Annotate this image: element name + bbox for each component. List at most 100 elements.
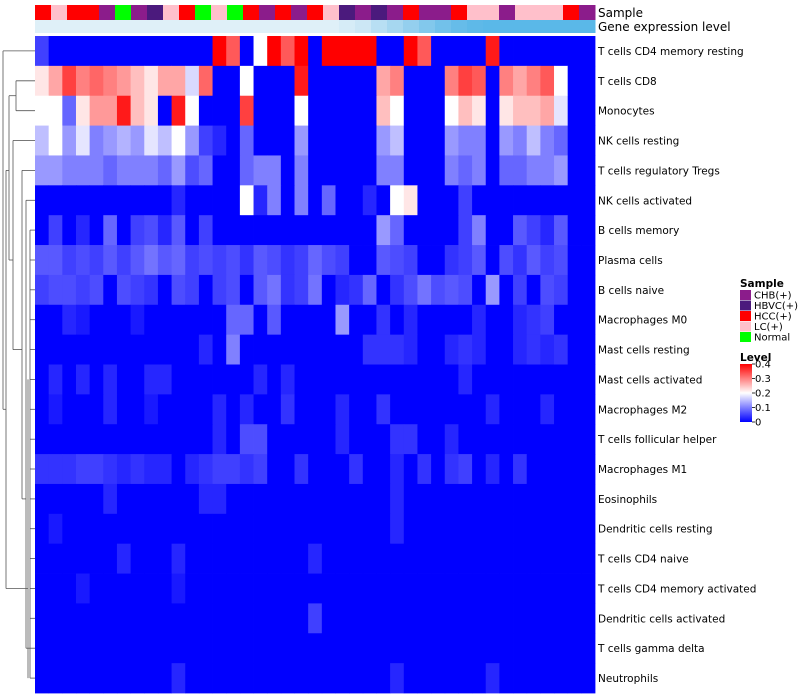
heatmap-cell (103, 185, 118, 216)
heatmap-cell (349, 424, 364, 455)
heatmap-cell (567, 603, 582, 634)
heatmap-cell (390, 663, 405, 694)
heatmap-cell (472, 245, 487, 276)
heatmap-cell (185, 483, 200, 515)
heatmap-cell (294, 603, 309, 634)
heatmap-cell (513, 215, 528, 246)
heatmap-cell (280, 65, 295, 97)
heatmap-cell (280, 454, 295, 485)
heatmap-cell (157, 245, 172, 276)
heatmap-cell (567, 65, 582, 97)
heatmap-cell (349, 125, 364, 156)
heatmap-cell (130, 513, 145, 545)
heatmap-cell (376, 424, 391, 455)
heatmap-cell (458, 274, 473, 306)
heatmap-cell (280, 95, 295, 126)
heatmap-cell (226, 155, 241, 186)
heatmap-cell (499, 513, 514, 545)
expression-level-cell (99, 20, 116, 33)
row-label: Mast cells activated (598, 374, 702, 386)
heatmap-cell (75, 125, 91, 156)
sample-cell (259, 5, 276, 20)
heatmap-cell (321, 125, 336, 156)
heatmap-cell (62, 483, 77, 515)
heatmap-cell (157, 633, 172, 664)
heatmap-cell (376, 334, 391, 365)
heatmap-cell (294, 65, 309, 97)
heatmap-cell (144, 394, 159, 425)
heatmap-cell (212, 633, 227, 664)
heatmap-cell (458, 36, 473, 67)
heatmap-cell (144, 185, 159, 216)
heatmap-cell (294, 334, 309, 365)
sample-cell (387, 5, 404, 20)
heatmap-cell (390, 95, 405, 126)
heatmap-cell (540, 543, 555, 574)
heatmap-cell (267, 663, 282, 694)
heatmap-cell (198, 454, 213, 485)
heatmap-cell (48, 424, 63, 455)
row-label: T cells gamma delta (597, 643, 705, 655)
expression-level-cell (147, 20, 164, 33)
heatmap-cell (390, 155, 405, 186)
heatmap-cell (48, 573, 63, 604)
heatmap-cell (226, 95, 241, 126)
heatmap-cell (485, 454, 500, 485)
heatmap-cell (144, 513, 159, 545)
heatmap-cell (294, 274, 309, 306)
heatmap-cell (444, 394, 459, 425)
heatmap-cell (48, 125, 63, 156)
heatmap-cell (349, 513, 364, 545)
heatmap-cell (376, 185, 391, 216)
heatmap-cell (75, 95, 91, 126)
heatmap-cell (444, 543, 459, 574)
heatmap-cell (403, 185, 418, 216)
heatmap-cell (335, 95, 350, 126)
heatmap-cell (308, 513, 323, 545)
heatmap-cell (526, 543, 541, 574)
row-dendrogram (2, 50, 35, 679)
heatmap-cell (431, 36, 446, 67)
heatmap-cell (513, 304, 528, 336)
heatmap-cell (417, 155, 432, 186)
heatmap-cell (144, 245, 159, 276)
heatmap-cell (103, 95, 118, 126)
heatmap-cell (376, 454, 391, 485)
expression-level-cell (339, 20, 356, 33)
heatmap-cell (431, 125, 446, 156)
heatmap-cell (253, 36, 268, 67)
heatmap-cell (472, 334, 487, 365)
heatmap-cell (239, 483, 254, 515)
expression-level-cell (579, 20, 596, 33)
heatmap-cell (185, 304, 200, 336)
heatmap-cell (308, 364, 323, 395)
heatmap-cell (48, 274, 63, 306)
heatmap-cell (376, 633, 391, 664)
heatmap-cell (75, 65, 91, 97)
heatmap-cell (321, 245, 336, 276)
heatmap-cell (403, 65, 418, 97)
sample-cell (355, 5, 372, 20)
heatmap-cell (485, 36, 500, 67)
row-label: Eosinophils (598, 494, 657, 506)
heatmap-cell (335, 633, 350, 664)
expression-level-cell (83, 20, 100, 33)
heatmap-cell (171, 95, 186, 126)
heatmap-cell (540, 185, 555, 216)
heatmap-cell (198, 483, 213, 515)
heatmap-cell (540, 95, 555, 126)
heatmap-cell (62, 36, 77, 67)
heatmap-cell (485, 394, 500, 425)
heatmap-cell (239, 185, 254, 216)
heatmap-cell (267, 274, 282, 306)
sample-cell (163, 5, 180, 20)
heatmap-cell (75, 36, 91, 67)
heatmap-cell (144, 454, 159, 485)
heatmap-cell (212, 125, 227, 156)
heatmap-cell (362, 95, 377, 126)
heatmap-cell (431, 394, 446, 425)
heatmap-cell (376, 603, 391, 634)
heatmap-cell (157, 65, 172, 97)
heatmap-cell (89, 155, 104, 186)
heatmap-cell (144, 334, 159, 365)
